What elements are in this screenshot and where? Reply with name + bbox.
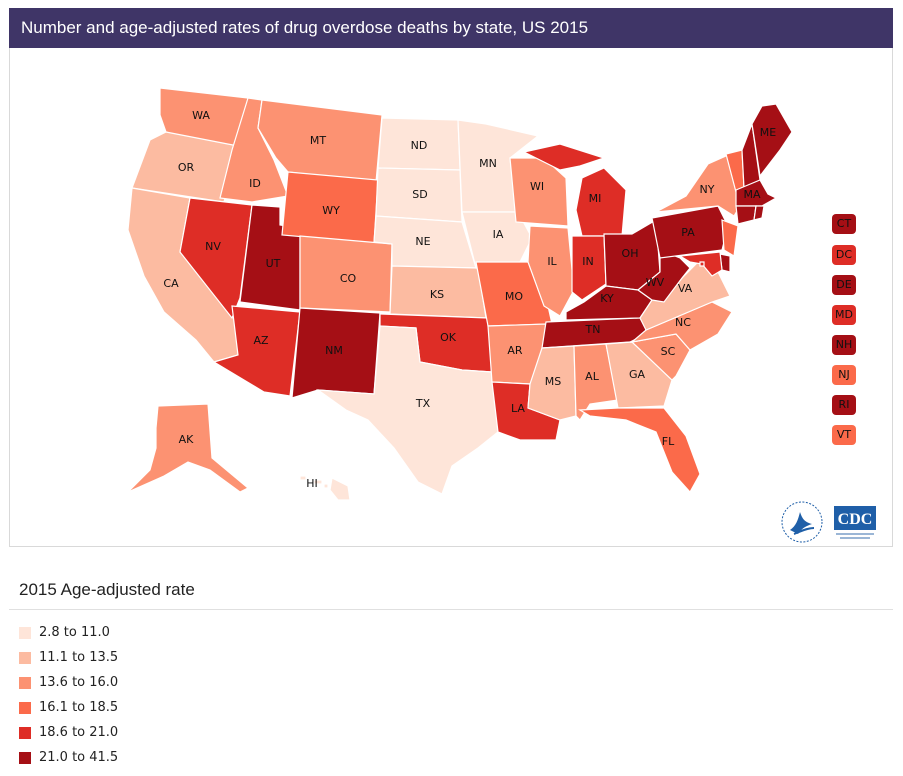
small-state-NJ[interactable]: NJ bbox=[832, 365, 856, 385]
legend-label: 2.8 to 11.0 bbox=[39, 625, 110, 640]
map-title: Number and age-adjusted rates of drug ov… bbox=[21, 18, 589, 37]
state-labels: WA OR CA ID NV AZ UT MT WY CO NM ND SD N… bbox=[163, 109, 776, 490]
label-WY: WY bbox=[322, 204, 340, 217]
label-NY: NY bbox=[700, 183, 715, 196]
label-KS: KS bbox=[430, 288, 444, 301]
small-state-VT[interactable]: VT bbox=[832, 425, 856, 445]
label-NE: NE bbox=[415, 235, 430, 248]
label-ID: ID bbox=[249, 177, 261, 190]
legend-label: 11.1 to 13.5 bbox=[39, 650, 119, 665]
cdc-logo: CDC bbox=[834, 506, 876, 539]
legend-label: 21.0 to 41.5 bbox=[39, 750, 119, 765]
label-NV: NV bbox=[205, 240, 221, 253]
label-IL: IL bbox=[547, 255, 557, 268]
label-IA: IA bbox=[493, 228, 504, 241]
state-NC[interactable] bbox=[629, 301, 733, 351]
state-WV[interactable] bbox=[637, 249, 691, 303]
label-MS: MS bbox=[545, 375, 561, 388]
small-state-CT[interactable]: CT bbox=[832, 214, 856, 234]
state-HI[interactable] bbox=[329, 477, 351, 501]
label-UT: UT bbox=[266, 257, 281, 270]
label-AK: AK bbox=[179, 433, 195, 446]
label-WV: WV bbox=[646, 276, 665, 289]
small-state-DE[interactable]: DE bbox=[832, 275, 856, 295]
label-SD: SD bbox=[412, 188, 427, 201]
state-HI-islands bbox=[299, 475, 329, 489]
small-state-RI[interactable]: RI bbox=[832, 395, 856, 415]
legend-swatch bbox=[19, 627, 31, 639]
label-ND: ND bbox=[411, 139, 428, 152]
state-VA[interactable] bbox=[639, 257, 731, 331]
legend-swatch bbox=[19, 677, 31, 689]
label-WA: WA bbox=[192, 109, 210, 122]
legend-swatch bbox=[19, 702, 31, 714]
legend-label: 16.1 to 18.5 bbox=[39, 700, 119, 715]
label-NM: NM bbox=[325, 344, 343, 357]
state-ME[interactable] bbox=[751, 103, 793, 178]
legend-label: 18.6 to 21.0 bbox=[39, 725, 119, 740]
label-PA: PA bbox=[681, 226, 695, 239]
label-IN: IN bbox=[582, 255, 593, 268]
us-choropleth-map: WA OR CA ID NV AZ UT MT WY CO NM ND SD N… bbox=[127, 87, 793, 501]
hhs-eagle-logo bbox=[781, 501, 823, 543]
label-TX: TX bbox=[415, 397, 431, 410]
label-TN: TN bbox=[585, 323, 601, 336]
state-RI[interactable] bbox=[753, 205, 765, 221]
label-NC: NC bbox=[675, 316, 691, 329]
title-bar: Number and age-adjusted rates of drug ov… bbox=[9, 8, 893, 48]
legend-swatch bbox=[19, 727, 31, 739]
state-OR[interactable] bbox=[131, 131, 239, 203]
label-KY: KY bbox=[600, 292, 614, 305]
state-DC[interactable] bbox=[699, 261, 705, 267]
label-FL: FL bbox=[662, 435, 675, 448]
state-IN[interactable] bbox=[571, 235, 607, 301]
label-OH: OH bbox=[622, 247, 639, 260]
label-AZ: AZ bbox=[253, 334, 269, 347]
state-TX[interactable] bbox=[315, 325, 499, 495]
small-state-DC[interactable]: DC bbox=[832, 245, 856, 265]
label-AL: AL bbox=[585, 370, 600, 383]
label-VA: VA bbox=[678, 282, 693, 295]
legend-swatch bbox=[19, 752, 31, 764]
label-CA: CA bbox=[163, 277, 179, 290]
small-state-NH[interactable]: NH bbox=[832, 335, 856, 355]
state-GA[interactable] bbox=[605, 341, 673, 409]
label-OK: OK bbox=[440, 331, 457, 344]
legend-swatch bbox=[19, 652, 31, 664]
state-IL[interactable] bbox=[527, 225, 575, 317]
map-frame bbox=[9, 48, 893, 547]
cdc-logo-text: CDC bbox=[838, 511, 873, 528]
state-CT[interactable] bbox=[735, 205, 757, 225]
label-AR: AR bbox=[507, 344, 523, 357]
label-GA: GA bbox=[629, 368, 646, 381]
label-MI: MI bbox=[589, 192, 602, 205]
label-WI: WI bbox=[530, 180, 544, 193]
label-MN: MN bbox=[479, 157, 497, 170]
legend-title: 2015 Age-adjusted rate bbox=[19, 580, 195, 599]
label-SC: SC bbox=[661, 345, 676, 358]
state-MD[interactable] bbox=[678, 251, 723, 277]
label-MO: MO bbox=[505, 290, 523, 303]
label-MT: MT bbox=[310, 134, 326, 147]
label-CO: CO bbox=[340, 272, 357, 285]
small-state-MD[interactable]: MD bbox=[832, 305, 856, 325]
legend-divider bbox=[9, 609, 893, 610]
state-AK[interactable] bbox=[127, 403, 250, 493]
label-LA: LA bbox=[511, 402, 525, 415]
state-IA[interactable] bbox=[461, 211, 533, 269]
label-OR: OR bbox=[178, 161, 195, 174]
state-NJ[interactable] bbox=[721, 219, 739, 257]
label-MA: MA bbox=[743, 188, 760, 201]
label-ME: ME bbox=[760, 126, 776, 139]
legend-label: 13.6 to 16.0 bbox=[39, 675, 119, 690]
label-HI: HI bbox=[306, 477, 318, 490]
state-FL[interactable] bbox=[578, 407, 701, 494]
